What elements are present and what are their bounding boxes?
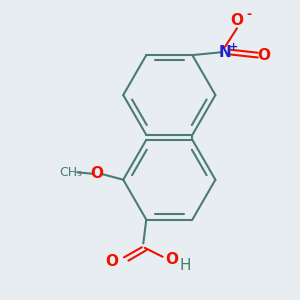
Text: O: O xyxy=(257,48,270,63)
Text: -: - xyxy=(246,8,251,21)
Text: O: O xyxy=(230,14,243,28)
Text: +: + xyxy=(229,42,238,52)
Text: H: H xyxy=(179,258,191,273)
Text: O: O xyxy=(90,166,103,181)
Text: N: N xyxy=(219,45,231,60)
Text: O: O xyxy=(165,252,178,267)
Text: O: O xyxy=(106,254,118,269)
Text: CH₃: CH₃ xyxy=(59,166,82,179)
